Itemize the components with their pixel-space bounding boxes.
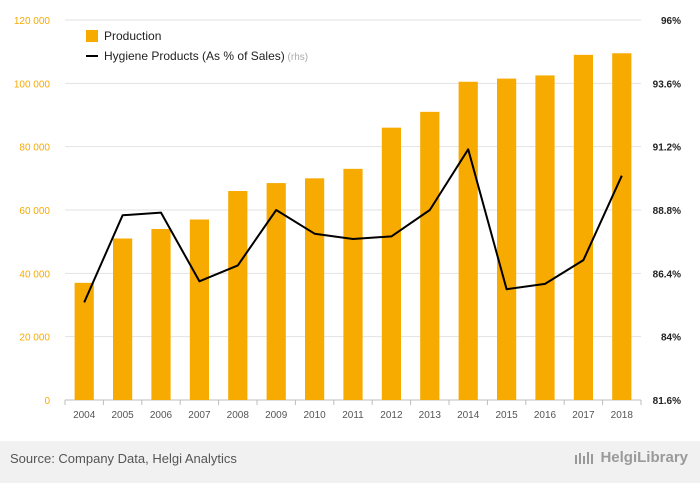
bar-production bbox=[497, 78, 517, 400]
x-tick-label: 2010 bbox=[303, 410, 326, 421]
x-tick-label: 2008 bbox=[227, 410, 250, 421]
bar-production bbox=[228, 191, 248, 400]
bar-production bbox=[305, 178, 325, 400]
y-left-tick-label: 40 000 bbox=[19, 269, 50, 280]
bar-production bbox=[535, 75, 555, 401]
x-tick-label: 2011 bbox=[342, 410, 364, 421]
legend-label-hygiene: Hygiene Products (As % of Sales) (rhs) bbox=[104, 49, 308, 63]
legend-rhs-note: (rhs) bbox=[285, 52, 308, 63]
legend-swatch-production bbox=[86, 30, 98, 42]
source-text: Source: Company Data, Helgi Analytics bbox=[10, 451, 237, 466]
x-tick-label: 2006 bbox=[150, 410, 173, 421]
library-icon bbox=[575, 451, 594, 464]
legend-label-production: Production bbox=[104, 29, 161, 43]
y-left-tick-label: 120 000 bbox=[14, 16, 51, 27]
y-left-tick-label: 20 000 bbox=[19, 333, 50, 344]
x-tick-label: 2017 bbox=[572, 410, 595, 421]
bar-production bbox=[458, 81, 478, 400]
x-tick-label: 2004 bbox=[73, 410, 96, 421]
bar-production bbox=[381, 127, 401, 401]
x-tick-label: 2016 bbox=[534, 410, 557, 421]
bar-production bbox=[151, 229, 171, 400]
x-tick-label: 2012 bbox=[380, 410, 403, 421]
y-right-tick-label: 93.6% bbox=[653, 79, 681, 90]
chart-svg: 0 81.6% 20 000 84% 40 000 86.4% 60 000 88.8% 80 … bbox=[14, 16, 681, 421]
x-tick-label: 2014 bbox=[457, 410, 480, 421]
y-right-tick-label: 96% bbox=[661, 16, 681, 27]
x-tick-label: 2009 bbox=[265, 410, 288, 421]
bar-production bbox=[113, 238, 133, 400]
brand-name: HelgiLibrary bbox=[600, 449, 688, 466]
brand-logo[interactable]: HelgiLibrary bbox=[574, 449, 688, 466]
y-left-tick-label: 80 000 bbox=[19, 143, 50, 154]
bar-production bbox=[612, 53, 632, 400]
bar-production bbox=[74, 282, 94, 400]
bar-production bbox=[420, 111, 440, 400]
bar-production bbox=[189, 219, 209, 400]
footer: Source: Company Data, Helgi Analytics He… bbox=[0, 441, 700, 483]
y-right-tick-label: 86.4% bbox=[653, 269, 681, 280]
y-right-tick-label: 91.2% bbox=[653, 143, 681, 154]
y-left-tick-label: 100 000 bbox=[14, 79, 51, 90]
y-left-tick-label: 60 000 bbox=[19, 206, 50, 217]
y-left-tick-label: 0 bbox=[44, 396, 50, 407]
bar-production bbox=[266, 183, 286, 400]
y-right-tick-label: 81.6% bbox=[653, 396, 681, 407]
x-tick-label: 2015 bbox=[495, 410, 518, 421]
x-tick-label: 2018 bbox=[611, 410, 634, 421]
y-right-tick-label: 88.8% bbox=[653, 206, 681, 217]
bar-production bbox=[573, 54, 593, 400]
y-right-tick-label: 84% bbox=[661, 333, 681, 344]
x-tick-label: 2007 bbox=[188, 410, 211, 421]
bar-production bbox=[343, 168, 363, 400]
x-tick-label: 2013 bbox=[419, 410, 442, 421]
line-hygiene-products bbox=[83, 148, 623, 303]
chart: 0 81.6% 20 000 84% 40 000 86.4% 60 000 88.8% 80 … bbox=[14, 16, 681, 421]
x-tick-label: 2005 bbox=[111, 410, 134, 421]
